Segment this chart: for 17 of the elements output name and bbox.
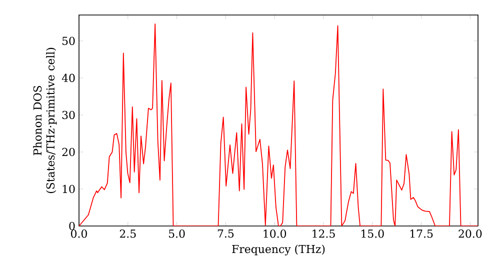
x-tick-label: 2.5	[120, 230, 136, 238]
y-tick-label: 50	[62, 36, 75, 46]
y-tick-label: 0	[69, 222, 75, 230]
y-axis-title: Phonon DOS (States/THz·primitive cell)	[33, 48, 57, 194]
y-tick-label: 10	[62, 184, 75, 194]
x-tick-label: 20.0	[458, 230, 482, 238]
y-tick-label: 20	[62, 148, 75, 156]
x-tick-label: 5.0	[169, 230, 185, 238]
x-tick-label: 15.0	[362, 230, 384, 238]
x-tick-label: 10.0	[264, 230, 286, 238]
x-tick-label: 0.0	[71, 230, 87, 238]
y-tick-label: 30	[62, 110, 75, 120]
x-tick-label: 17.5	[410, 230, 433, 238]
y-tick-label: 40	[62, 74, 75, 82]
x-axis-title: Frequency (THz)	[232, 244, 325, 256]
x-tick-label: 7.5	[218, 230, 234, 238]
x-tick-label: 12.5	[312, 230, 335, 238]
